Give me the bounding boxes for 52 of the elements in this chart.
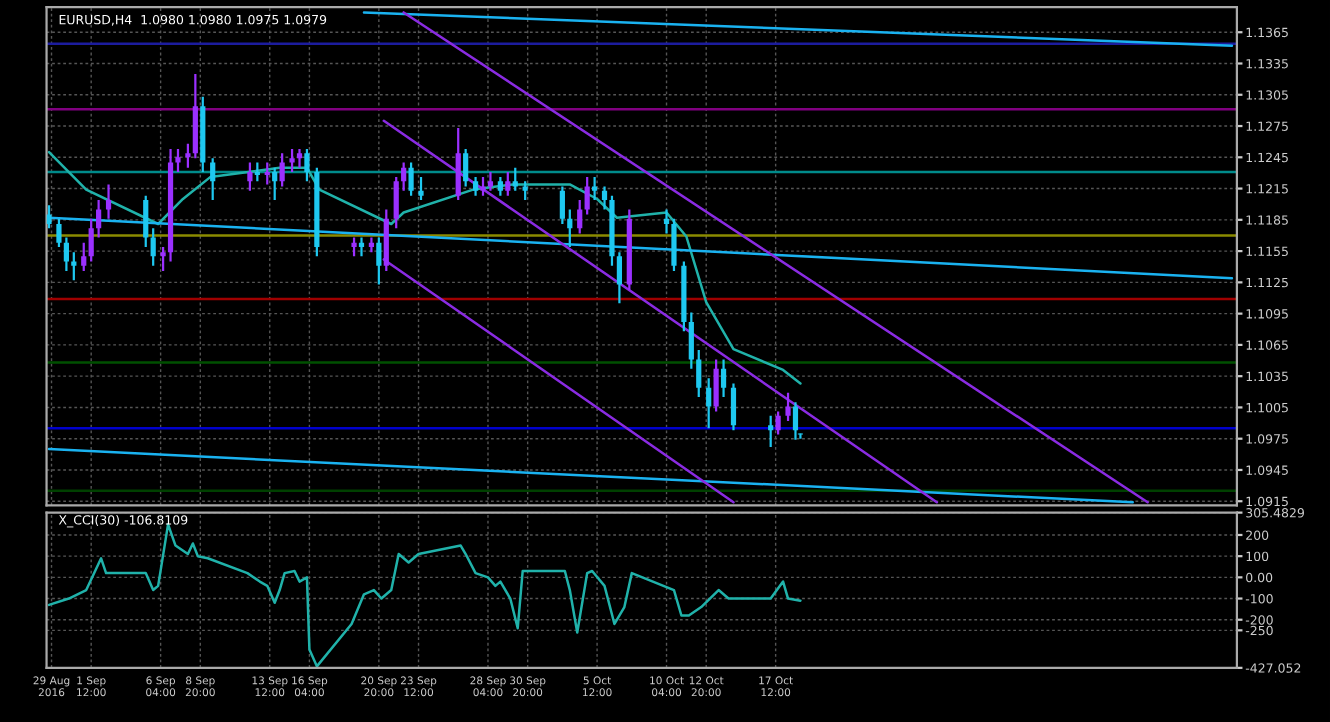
candlestick xyxy=(81,241,87,273)
candlestick xyxy=(713,358,719,413)
candlestick xyxy=(272,166,278,202)
candlestick xyxy=(368,236,375,254)
candlestick xyxy=(497,175,503,197)
candlestick xyxy=(393,175,399,230)
candlestick xyxy=(254,161,260,183)
candlestick xyxy=(455,127,461,202)
candlestick xyxy=(88,217,94,263)
candlestick xyxy=(567,208,573,249)
candlestick xyxy=(296,147,303,169)
candlestick xyxy=(150,227,156,267)
candlestick xyxy=(105,183,112,220)
candlestick xyxy=(418,175,424,202)
candlestick xyxy=(671,217,677,273)
candlestick xyxy=(279,152,285,188)
line-series xyxy=(47,150,802,385)
candlestick xyxy=(408,161,414,197)
candlestick xyxy=(192,72,198,160)
candlestick xyxy=(768,414,774,449)
candlestick xyxy=(480,175,486,197)
candlestick xyxy=(463,147,469,188)
candlestick xyxy=(143,194,149,249)
candlestick xyxy=(289,147,295,173)
candlestick xyxy=(522,180,528,202)
candlestick xyxy=(264,161,270,186)
candlestick xyxy=(706,377,712,430)
candlestick xyxy=(487,170,494,192)
candlestick xyxy=(584,175,590,216)
candlestick xyxy=(730,382,737,432)
candlestick xyxy=(559,185,565,226)
candlestick xyxy=(46,204,52,230)
candlestick xyxy=(401,161,407,192)
candlestick xyxy=(577,198,583,235)
candlestick xyxy=(247,161,253,192)
candlestick xyxy=(592,175,598,202)
candlestick xyxy=(304,147,310,183)
candlestick xyxy=(505,170,511,197)
candlestick xyxy=(376,236,382,286)
candlestick xyxy=(792,401,799,441)
candlestick xyxy=(512,166,518,192)
candlestick xyxy=(472,175,479,197)
candlestick xyxy=(785,391,791,423)
candlestick xyxy=(688,311,694,370)
candlestick xyxy=(351,236,357,258)
candlestick xyxy=(696,349,702,399)
candlestick xyxy=(210,157,216,202)
candlestick xyxy=(775,410,781,436)
candlestick xyxy=(96,198,102,239)
candlestick xyxy=(358,236,365,258)
candlestick xyxy=(383,208,389,273)
candlestick xyxy=(720,358,727,399)
